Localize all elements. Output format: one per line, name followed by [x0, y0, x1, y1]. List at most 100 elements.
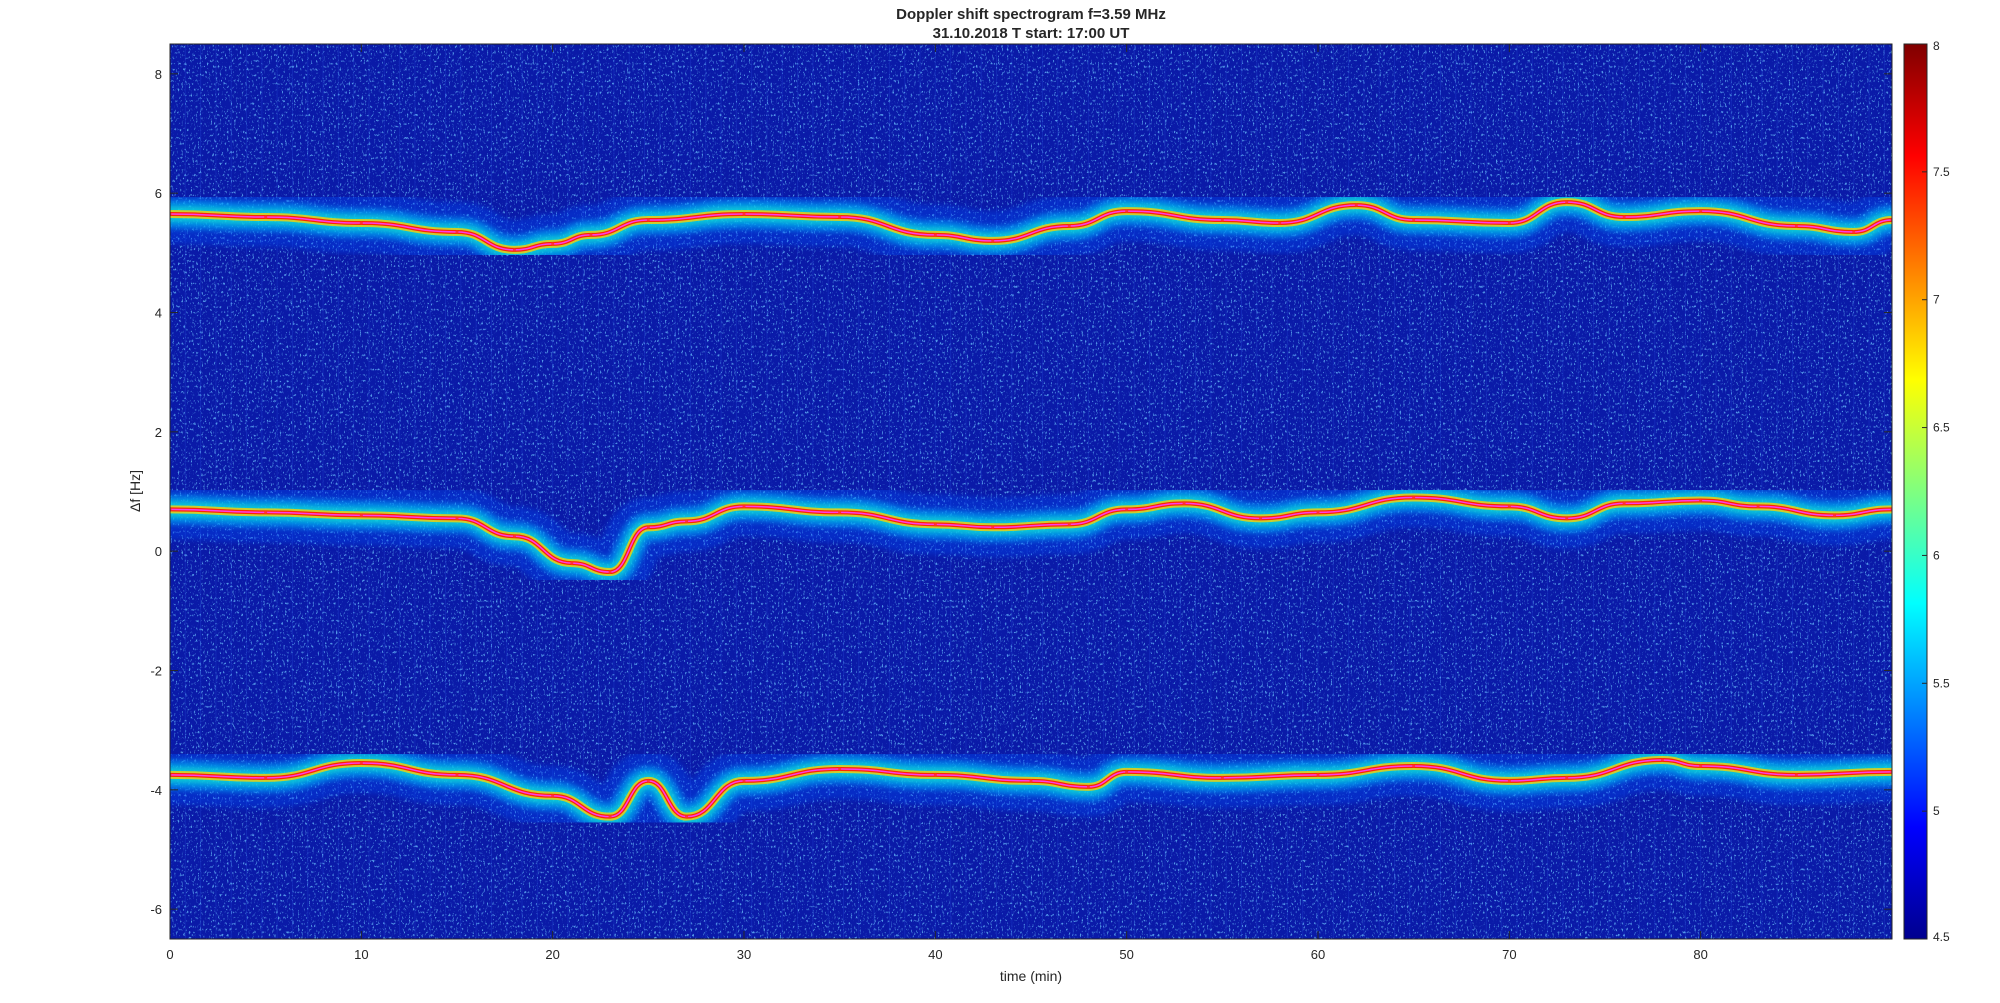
band-3-point [742, 779, 746, 783]
colorbar-tick-label: 6 [1933, 548, 1940, 562]
band-3-point [685, 815, 689, 819]
band-1-point [646, 218, 650, 222]
band-2-point [1412, 495, 1416, 499]
band-2-point [933, 522, 937, 526]
x-tick-label: 70 [1502, 947, 1516, 962]
x-tick-label: 60 [1311, 947, 1325, 962]
band-1-point [933, 233, 937, 237]
band-3-point [933, 773, 937, 777]
band-3-point [1794, 773, 1798, 777]
band-2-point [1507, 504, 1511, 508]
y-tick-label: 2 [155, 425, 162, 440]
band-2-point [1699, 498, 1703, 502]
y-tick-label: 0 [155, 544, 162, 559]
x-tick-label: 10 [354, 947, 368, 962]
y-tick-label: 6 [155, 186, 162, 201]
colorbar-tick-label: 6.5 [1933, 421, 1950, 435]
band-3-point [646, 779, 650, 783]
band-3-point [1220, 776, 1224, 780]
band-3-point [1086, 785, 1090, 789]
band-3-point [608, 815, 612, 819]
x-tick-label: 30 [737, 947, 751, 962]
band-1-point [1699, 209, 1703, 213]
x-tick-label: 20 [545, 947, 559, 962]
band-1-point [359, 221, 363, 225]
band-1-point [742, 212, 746, 216]
band-2-point [646, 525, 650, 529]
band-3-point [264, 776, 268, 780]
x-tick-label: 0 [166, 947, 173, 962]
band-2-point [359, 513, 363, 517]
band-3-layer-6 [170, 759, 1892, 818]
x-axis-ticks: 0 10 20 30 40 50 60 70 80 [166, 44, 1708, 962]
band-1-point [1507, 221, 1511, 225]
plot-area [170, 44, 1892, 939]
band-3-point [1125, 770, 1129, 774]
band-3-point [1660, 758, 1664, 762]
band-3-point [455, 773, 459, 777]
band-2-point [742, 504, 746, 508]
band-3-point [551, 794, 555, 798]
colorbar-tick-label: 5.5 [1933, 676, 1950, 690]
colorbar [1903, 43, 1928, 940]
band-2-point [838, 510, 842, 514]
colorbar-ticks: 4.5 5 5.5 6 6.5 7 7.5 8 [1922, 39, 1950, 944]
signal-bands [170, 172, 1892, 847]
band-1-point [1565, 200, 1569, 204]
band-1-point [589, 233, 593, 237]
band-1-point [1794, 224, 1798, 228]
band-2-point [1622, 501, 1626, 505]
band-2-point [264, 510, 268, 514]
band-2-point [1833, 513, 1837, 517]
band-3-point [359, 761, 363, 765]
x-tick-label: 50 [1119, 947, 1133, 962]
band-3-point [1699, 764, 1703, 768]
x-tick-label: 80 [1693, 947, 1707, 962]
band-1-point [1852, 230, 1856, 234]
band-2-point [455, 516, 459, 520]
band-2-point [570, 561, 574, 565]
band-1-point [838, 215, 842, 219]
band-1-point [1412, 218, 1416, 222]
y-tick-label: 8 [155, 67, 162, 82]
y-axis-label: Δf [Hz] [127, 470, 143, 512]
band-2-point [1067, 522, 1071, 526]
band-1-point [991, 239, 995, 243]
band-2-point [1565, 516, 1569, 520]
chart-title: Doppler shift spectrogram f=3.59 MHz [896, 6, 1166, 23]
colorbar-tick-label: 7 [1933, 293, 1940, 307]
band-2-point [512, 534, 516, 538]
band-3-point [838, 767, 842, 771]
band-2-point [1756, 504, 1760, 508]
band-3-point [1412, 764, 1416, 768]
band-1-point [264, 215, 268, 219]
band-1-point [1067, 224, 1071, 228]
colorbar-tick-label: 4.5 [1933, 930, 1950, 944]
plot-frame [169, 43, 1893, 940]
band-3-point [1507, 779, 1511, 783]
colorbar-tick-label: 5 [1933, 804, 1940, 818]
band-2-point [991, 525, 995, 529]
band-3-point [1316, 773, 1320, 777]
y-tick-label: -4 [150, 783, 162, 798]
band-1-point [1125, 209, 1129, 213]
band-3-point [1029, 779, 1033, 783]
band-2-point [685, 519, 689, 523]
band-2 [170, 467, 1892, 603]
band-2-point [1259, 516, 1263, 520]
colorbar-tick-label: 7.5 [1933, 165, 1950, 179]
band-1-point [512, 248, 516, 252]
band-2-point [1125, 507, 1129, 511]
y-tick-label: -2 [150, 664, 162, 679]
band-1-point [1220, 218, 1224, 222]
x-tick-label: 40 [928, 947, 942, 962]
band-3 [170, 729, 1892, 847]
y-tick-label: -6 [150, 902, 162, 917]
band-1 [170, 172, 1892, 280]
y-tick-label: 4 [155, 306, 162, 321]
band-1-point [1354, 203, 1358, 207]
y-axis-ticks: -6 -4 -2 0 2 4 6 8 [150, 67, 1892, 917]
chart-subtitle: 31.10.2018 T start: 17:00 UT [933, 25, 1130, 42]
band-1-point [455, 230, 459, 234]
